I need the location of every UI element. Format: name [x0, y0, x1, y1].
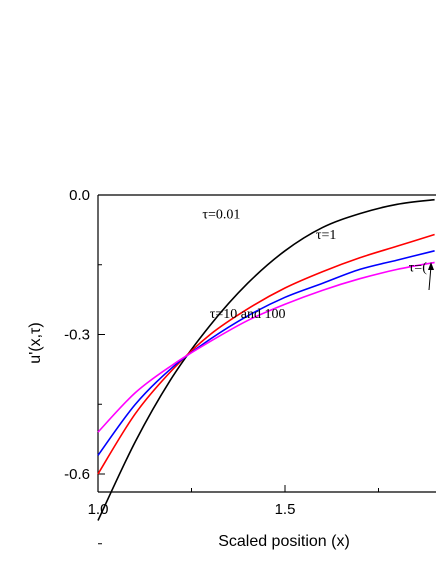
y-tick-label: 0.0: [69, 187, 90, 204]
axis-ticks: [97, 194, 379, 545]
series-line-3: [97, 261, 435, 433]
annotation-1: τ=1: [316, 228, 337, 243]
x-tick-label: 1.0: [88, 501, 109, 518]
tick-labels: 1.0 1.5 0.0 -0.3 -0.6: [64, 187, 295, 518]
series-line-2: [97, 250, 435, 456]
y-axis-title: u'(x,τ): [27, 322, 44, 363]
annotation-0: τ=0.01: [202, 207, 240, 222]
series-line-0: [97, 198, 435, 521]
y-tick-label: -0.6: [64, 466, 90, 483]
annotations: τ=0.01 τ=1 τ=10 and 100 τ=(: [202, 207, 427, 322]
annotation-3: τ=(: [409, 261, 428, 276]
series-line-1: [97, 233, 435, 475]
annotation-2: τ=10 and 100: [210, 307, 286, 322]
annotation-arrow-head: [428, 262, 434, 270]
y-tick-label: -0.3: [64, 327, 90, 344]
x-axis-title: Scaled position (x): [218, 533, 350, 550]
series-lines: [97, 198, 435, 521]
x-tick-label: 1.5: [275, 501, 296, 518]
